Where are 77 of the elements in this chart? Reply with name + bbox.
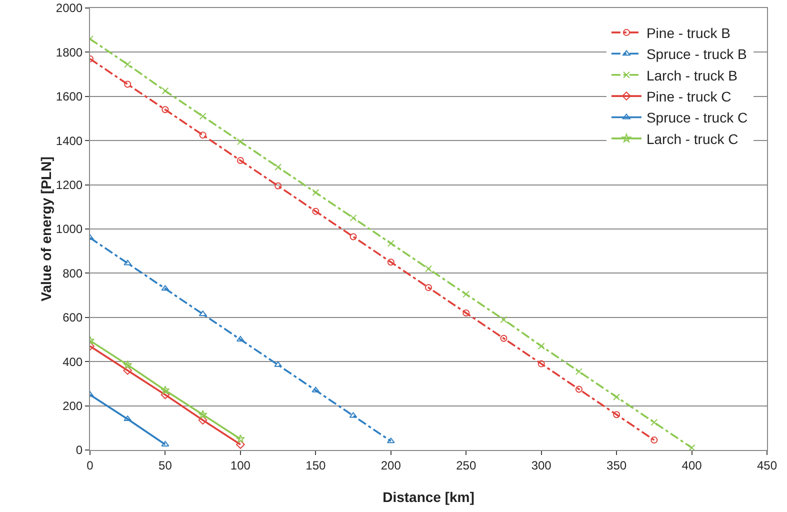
- point: [387, 240, 394, 247]
- point: [124, 260, 132, 266]
- point: [161, 440, 170, 446]
- legend-label: Larch - truck B: [646, 67, 738, 84]
- point: [312, 189, 320, 196]
- point: [274, 164, 282, 171]
- point: [575, 386, 582, 393]
- x-tick-label: 100: [230, 458, 251, 472]
- point: [123, 360, 132, 369]
- point: [613, 411, 620, 418]
- point: [160, 386, 170, 394]
- y-axis-title: Value of energy [PLN]: [38, 156, 54, 302]
- y-tick-label: 1400: [56, 134, 83, 148]
- point: [350, 214, 357, 222]
- point: [500, 316, 508, 324]
- legend-label: Pine - truck B: [646, 24, 730, 41]
- point: [160, 390, 170, 400]
- y-tick-label: 200: [62, 399, 83, 413]
- point: [199, 132, 206, 139]
- x-tick-label: 400: [682, 458, 702, 472]
- point: [274, 182, 282, 190]
- point: [162, 106, 169, 114]
- point: [500, 334, 508, 342]
- point: [425, 265, 432, 272]
- point: [161, 285, 170, 291]
- point: [236, 434, 245, 443]
- point: [575, 368, 582, 376]
- point: [650, 436, 658, 444]
- point: [650, 418, 658, 426]
- legend-label: Spruce - truck B: [646, 46, 747, 62]
- point: [162, 87, 169, 94]
- y-tick-label: 400: [62, 354, 83, 369]
- point: [124, 416, 132, 422]
- x-tick-label: 350: [606, 458, 627, 472]
- point: [198, 416, 208, 425]
- x-axis-title: Distance [km]: [382, 489, 474, 505]
- y-tick-label: 1000: [56, 222, 83, 236]
- point: [312, 386, 320, 392]
- point: [613, 393, 620, 400]
- point: [198, 410, 208, 419]
- point: [199, 112, 206, 120]
- point: [349, 412, 358, 418]
- x-tick-label: 200: [380, 458, 402, 472]
- point: [350, 233, 357, 240]
- y-tick-label: 1600: [56, 90, 83, 104]
- point: [236, 156, 244, 164]
- point: [274, 361, 282, 367]
- point: [123, 366, 132, 375]
- y-tick-label: 600: [62, 310, 83, 325]
- point: [387, 258, 394, 266]
- x-tick-label: 450: [756, 458, 778, 472]
- y-tick-label: 2000: [56, 1, 83, 16]
- x-tick-label: 0: [86, 458, 94, 472]
- point: [425, 284, 432, 292]
- point: [462, 309, 470, 316]
- y-tick-label: 1200: [56, 178, 83, 192]
- x-tick-label: 300: [531, 458, 552, 472]
- legend-label: Spruce - truck C: [646, 110, 748, 126]
- x-tick-label: 150: [306, 458, 326, 472]
- x-tick-label: 250: [456, 458, 476, 472]
- point: [198, 310, 207, 316]
- point: [688, 444, 696, 450]
- point: [538, 360, 545, 368]
- point: [312, 208, 320, 215]
- legend-label: Larch - truck C: [646, 130, 738, 147]
- point: [124, 80, 132, 88]
- point: [462, 290, 470, 298]
- point: [538, 342, 545, 350]
- point: [124, 60, 132, 68]
- legend-label: Pine - truck C: [646, 88, 732, 104]
- x-tick-label: 50: [158, 458, 172, 472]
- point: [236, 440, 245, 449]
- point: [386, 438, 395, 444]
- y-tick-label: 800: [62, 266, 83, 280]
- y-tick-label: 0: [76, 443, 83, 458]
- y-tick-label: 1800: [56, 45, 83, 60]
- point: [236, 138, 244, 146]
